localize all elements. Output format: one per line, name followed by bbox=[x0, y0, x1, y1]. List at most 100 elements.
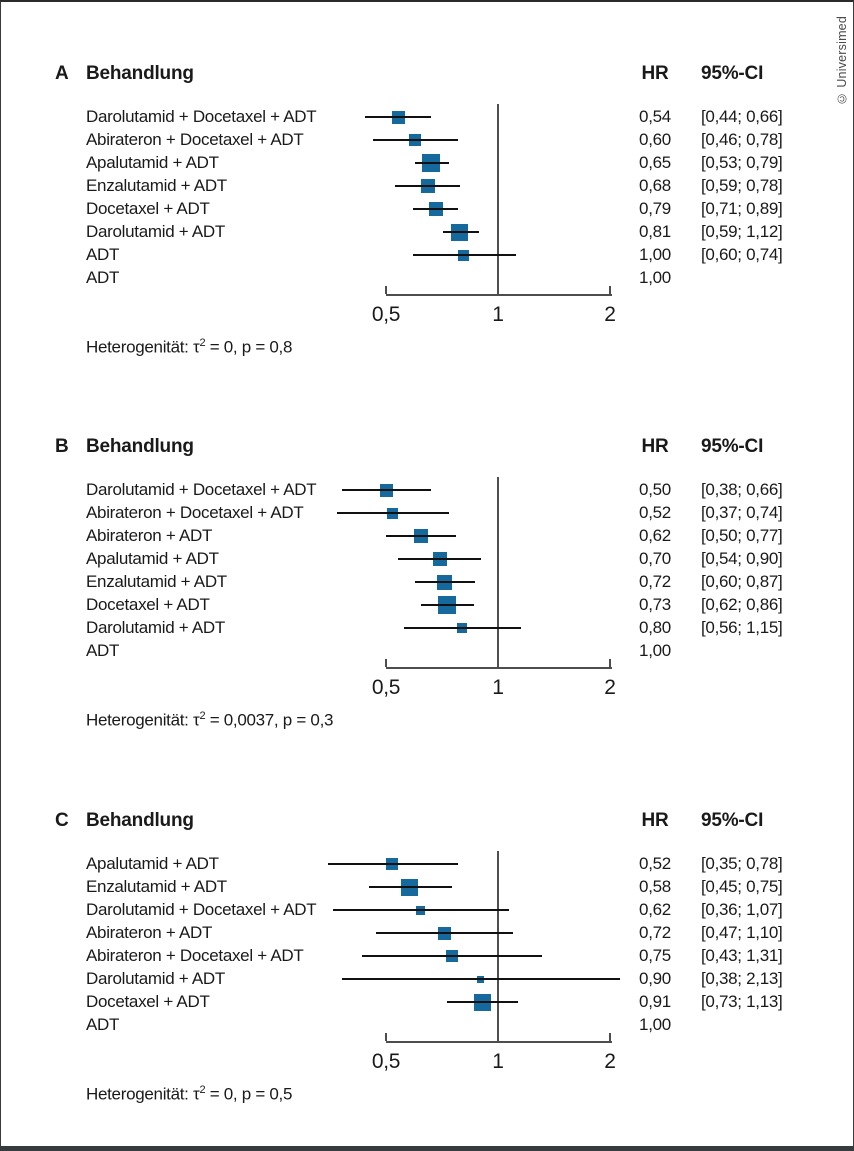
hr-value: 0,72 bbox=[639, 923, 671, 942]
heterogeneity-exponent: 2 bbox=[199, 710, 206, 722]
hr-value: 0,79 bbox=[639, 199, 671, 218]
heterogeneity-suffix: = 0, p = 0,5 bbox=[205, 1084, 293, 1104]
ci-value: [0,60; 0,87] bbox=[701, 572, 783, 591]
ci-value: [0,56; 1,15] bbox=[701, 618, 783, 637]
treatment-label: Docetaxel + ADT bbox=[86, 199, 210, 218]
ci-line bbox=[337, 512, 450, 514]
treatment-label: Apalutamid + ADT bbox=[86, 153, 219, 172]
ci-line bbox=[415, 162, 450, 164]
ci-value: [0,54; 0,90] bbox=[701, 549, 783, 568]
hr-value: 0,52 bbox=[639, 503, 671, 522]
axis-tick bbox=[609, 659, 611, 667]
forest-axis bbox=[386, 294, 612, 296]
treatment-label: Abirateron + ADT bbox=[86, 923, 213, 942]
heterogeneity-note: Heterogenität: τ2 = 0, p = 0,8 bbox=[86, 337, 292, 358]
column-header-hr: HR bbox=[641, 63, 669, 84]
axis-tick-label: 2 bbox=[604, 1050, 616, 1073]
ci-value: [0,45; 0,75] bbox=[701, 877, 783, 896]
treatment-label: Enzalutamid + ADT bbox=[86, 176, 227, 195]
hr-value: 0,62 bbox=[639, 900, 671, 919]
treatment-label: ADT bbox=[86, 1015, 120, 1034]
ci-value: [0,71; 0,89] bbox=[701, 199, 783, 218]
treatment-label: Abirateron + ADT bbox=[86, 526, 213, 545]
heterogeneity-prefix: Heterogenität: τ bbox=[86, 1084, 200, 1104]
column-header-hr: HR bbox=[641, 436, 669, 457]
ci-line bbox=[332, 909, 509, 911]
ci-line bbox=[412, 208, 458, 210]
axis-tick-label: 2 bbox=[604, 303, 616, 326]
hr-value: 1,00 bbox=[639, 641, 671, 660]
ci-line bbox=[365, 116, 431, 118]
hr-value: 1,00 bbox=[639, 245, 671, 264]
hr-value: 0,80 bbox=[639, 618, 671, 637]
reference-line bbox=[497, 477, 499, 667]
ci-line bbox=[395, 185, 460, 187]
axis-tick-label: 1 bbox=[492, 303, 504, 326]
hr-value: 0,50 bbox=[639, 480, 671, 499]
heterogeneity-exponent: 2 bbox=[199, 337, 206, 349]
hr-value: 0,70 bbox=[639, 549, 671, 568]
axis-tick-label: 2 bbox=[604, 676, 616, 699]
panel-letter: C bbox=[55, 810, 69, 831]
ci-line bbox=[420, 604, 474, 606]
ci-value: [0,44; 0,66] bbox=[701, 107, 783, 126]
ci-line bbox=[415, 581, 476, 583]
ci-value: [0,59; 0,78] bbox=[701, 176, 783, 195]
panel-letter: A bbox=[55, 63, 69, 84]
hr-value: 0,54 bbox=[639, 107, 671, 126]
axis-tick bbox=[385, 659, 387, 667]
ci-value: [0,62; 0,86] bbox=[701, 595, 783, 614]
reference-line bbox=[497, 104, 499, 294]
ci-value: [0,50; 0,77] bbox=[701, 526, 783, 545]
ci-value: [0,37; 0,74] bbox=[701, 503, 783, 522]
ci-line bbox=[368, 886, 452, 888]
ci-value: [0,60; 0,74] bbox=[701, 245, 783, 264]
axis-tick bbox=[609, 286, 611, 294]
treatment-label: Abirateron + Docetaxel + ADT bbox=[86, 503, 304, 522]
hr-value: 0,68 bbox=[639, 176, 671, 195]
treatment-label: Apalutamid + ADT bbox=[86, 549, 219, 568]
panel-title: Behandlung bbox=[86, 63, 194, 84]
hr-value: 0,52 bbox=[639, 854, 671, 873]
axis-tick-label: 0,5 bbox=[371, 1050, 401, 1073]
treatment-label: Darolutamid + Docetaxel + ADT bbox=[86, 900, 317, 919]
heterogeneity-note: Heterogenität: τ2 = 0, p = 0,5 bbox=[86, 1084, 292, 1105]
treatment-label: Abirateron + Docetaxel + ADT bbox=[86, 130, 304, 149]
ci-line bbox=[404, 627, 521, 629]
axis-tick-label: 1 bbox=[492, 676, 504, 699]
ci-line bbox=[361, 955, 542, 957]
hr-value: 0,81 bbox=[639, 222, 671, 241]
ci-value: [0,38; 2,13] bbox=[701, 969, 783, 988]
axis-tick-label: 1 bbox=[492, 1050, 504, 1073]
panel-letter: B bbox=[55, 436, 69, 457]
ci-line bbox=[341, 489, 431, 491]
treatment-label: Darolutamid + ADT bbox=[86, 618, 225, 637]
axis-tick bbox=[385, 286, 387, 294]
ci-value: [0,36; 1,07] bbox=[701, 900, 783, 919]
column-header-ci: 95%-CI bbox=[701, 63, 764, 84]
ci-line bbox=[412, 254, 517, 256]
ci-line bbox=[376, 932, 514, 934]
panel-title: Behandlung bbox=[86, 436, 194, 457]
reference-line bbox=[497, 851, 499, 1041]
treatment-label: Docetaxel + ADT bbox=[86, 992, 210, 1011]
hr-value: 0,75 bbox=[639, 946, 671, 965]
heterogeneity-prefix: Heterogenität: τ bbox=[86, 710, 200, 730]
ci-line bbox=[372, 139, 458, 141]
ci-line bbox=[341, 978, 621, 980]
column-header-hr: HR bbox=[641, 810, 669, 831]
heterogeneity-suffix: = 0, p = 0,8 bbox=[205, 337, 293, 357]
treatment-label: Darolutamid + Docetaxel + ADT bbox=[86, 107, 317, 126]
heterogeneity-prefix: Heterogenität: τ bbox=[86, 337, 200, 357]
treatment-label: Enzalutamid + ADT bbox=[86, 877, 227, 896]
treatment-label: Darolutamid + Docetaxel + ADT bbox=[86, 480, 317, 499]
axis-tick bbox=[609, 1033, 611, 1041]
column-header-ci: 95%-CI bbox=[701, 436, 764, 457]
treatment-label: Docetaxel + ADT bbox=[86, 595, 210, 614]
hr-value: 0,60 bbox=[639, 130, 671, 149]
heterogeneity-exponent: 2 bbox=[199, 1084, 206, 1096]
